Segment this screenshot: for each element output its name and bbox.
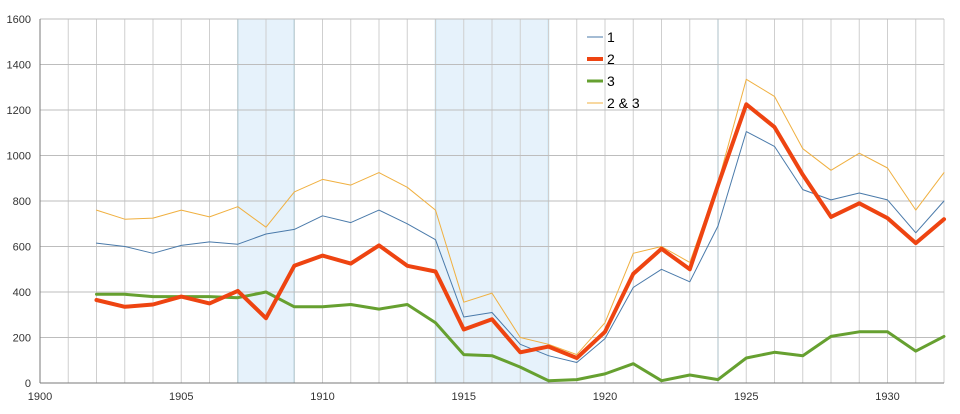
legend-label-3: 3 [607,73,615,89]
x-tick-label: 1930 [875,391,899,403]
legend-label-1: 1 [607,29,615,45]
series-line-1 [96,131,945,363]
y-tick-label: 600 [13,242,31,254]
y-tick-label: 1400 [7,60,31,72]
x-tick-label: 1900 [28,391,52,403]
series-line-3 [95,290,946,383]
series-lines [94,78,946,383]
y-tick-label: 1600 [7,14,31,26]
y-tick-label: 1000 [7,151,31,163]
y-tick-label: 1200 [7,105,31,117]
tick-labels: 0 200 400 600 800 1000 1200 1400 1600 1900 1905 191… [7,14,900,403]
axes [39,19,944,384]
y-tick-label: 0 [25,378,31,390]
series-line-4 [96,78,945,356]
legend-label-4: 2 & 3 [607,95,640,111]
series-line-2 [94,102,946,360]
x-tick-label: 1915 [452,391,476,403]
y-tick-label: 200 [13,333,31,345]
y-tick-label: 800 [13,196,31,208]
x-tick-label: 1920 [593,391,617,403]
x-tick-label: 1910 [310,391,334,403]
x-tick-label: 1905 [169,391,193,403]
legend-label-2: 2 [607,51,615,67]
y-tick-label: 400 [13,287,31,299]
legend: 1 2 3 2 & 3 [587,29,640,111]
x-tick-label: 1925 [734,391,758,403]
